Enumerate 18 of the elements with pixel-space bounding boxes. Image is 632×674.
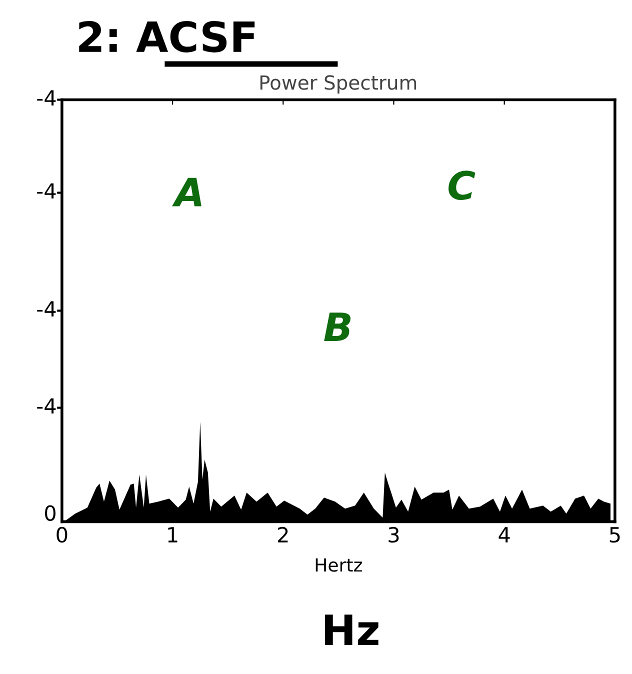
- text: 0: [45, 505, 56, 521]
- text: C: [448, 170, 476, 200]
- x-tick-label: 1: [168, 527, 178, 542]
- text: -4: [37, 301, 56, 316]
- text: B: [324, 312, 350, 341]
- x-tick-label: 4: [498, 527, 510, 542]
- x-tick-label: 2: [278, 526, 288, 542]
- text: -4: [37, 183, 56, 199]
- text: Hz: [325, 614, 378, 646]
- x-tick-label: 0: [56, 526, 68, 543]
- x-tick-label: 3: [388, 526, 399, 543]
- x-tick-label: 5: [610, 527, 620, 543]
- chart-title: 2: ACSF: [79, 20, 255, 52]
- text: -4: [37, 90, 56, 106]
- x-axis-title: Hertz: [316, 558, 362, 572]
- text: -4: [37, 398, 56, 414]
- text: A: [172, 178, 202, 206]
- chart-subtitle: Power Spectrum: [260, 75, 416, 94]
